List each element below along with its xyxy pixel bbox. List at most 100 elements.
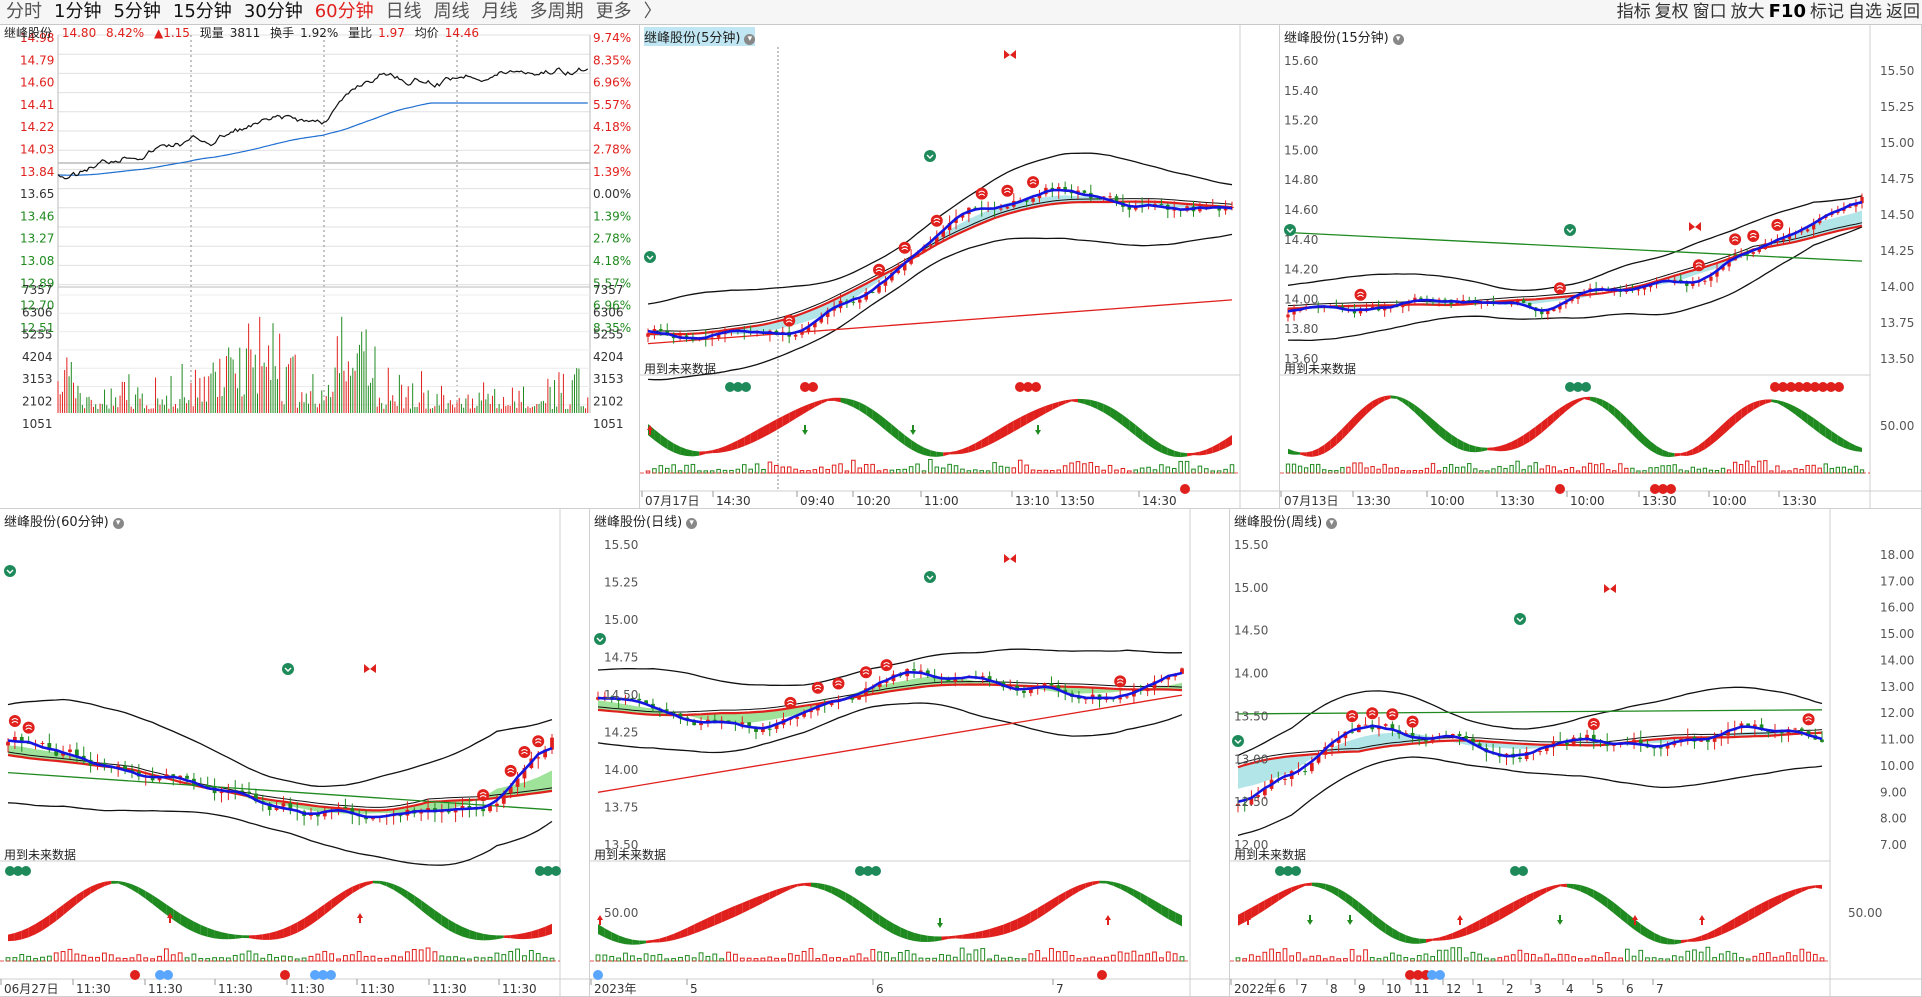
- candle: [1521, 299, 1526, 303]
- volume-bar: [780, 466, 786, 474]
- candle: [1528, 302, 1532, 308]
- oscillator-band: [1553, 408, 1560, 423]
- oscillator-band: [503, 935, 511, 939]
- oscillator-band: [1729, 413, 1736, 430]
- panel-15min[interactable]: 15.60 15.40 15.20 15.00 14.80 14.60 14.40 14.20…: [1280, 25, 1922, 509]
- oscillator-band: [1120, 883, 1128, 893]
- volume-bar: [1364, 467, 1369, 474]
- mark-button[interactable]: 标记: [1810, 2, 1844, 22]
- up-arrow-icon: [597, 915, 603, 925]
- volume-bar: [915, 463, 920, 474]
- tab-5min[interactable]: 5分钟: [113, 1, 161, 22]
- price-tick-label: 12.00: [1234, 838, 1268, 852]
- panel-title-daily[interactable]: 继峰股份(日线) ▾: [594, 511, 698, 530]
- tab-15min[interactable]: 15分钟: [172, 1, 232, 22]
- panel-title-60min[interactable]: 继峰股份(60分钟) ▾: [4, 511, 124, 530]
- settings-gear-icon[interactable]: ▾: [1326, 518, 1338, 529]
- tab-weekly[interactable]: 周线: [433, 1, 470, 22]
- signal-cluster-icon: [1794, 382, 1804, 392]
- oscillator-band: [749, 897, 757, 910]
- oscillator-band: [187, 917, 194, 933]
- watchlist-button[interactable]: 自选: [1848, 2, 1882, 22]
- tab-intraday[interactable]: 分时: [6, 1, 42, 22]
- panel-title-5min[interactable]: 继峰股份(5分钟) ▾: [644, 27, 756, 46]
- candle: [178, 775, 183, 778]
- oscillator-band: [956, 449, 963, 455]
- time-tick-label: 13:30: [1356, 494, 1391, 508]
- adjust-button[interactable]: 复权: [1654, 2, 1689, 22]
- volume-bar: [1569, 466, 1575, 474]
- period-tabs: 分时 1分钟 5分钟 15分钟 30分钟 60分钟 日线 周线 月线 多周期 更…: [0, 0, 668, 24]
- candle: [795, 716, 800, 719]
- tab-multi-period[interactable]: 多周期: [529, 1, 584, 22]
- signal-cluster-icon: [1778, 382, 1788, 392]
- candle: [1753, 724, 1757, 728]
- settings-gear-icon[interactable]: ▾: [112, 518, 124, 529]
- panel-5min[interactable]: 07月17日 14:30 09:40 10:20 11:00 13:10 13:50 14:3…: [640, 25, 1280, 509]
- settings-gear-icon[interactable]: ▾: [1392, 34, 1404, 45]
- candle: [1565, 742, 1569, 745]
- signal-cluster-icon: [1826, 382, 1836, 392]
- intraday-panel[interactable]: 14.98 14.79 14.60 14.41 14.22 14.03 13.84 13.65…: [0, 25, 640, 509]
- oscillator-band: [1305, 882, 1312, 886]
- tab-daily[interactable]: 日线: [385, 1, 422, 22]
- volume-bar: [1630, 467, 1635, 474]
- panel-title-weekly[interactable]: 继峰股份(周线) ▾: [1234, 511, 1338, 530]
- pct-tick-label: 9.74%: [593, 31, 631, 45]
- volume-bar: [1612, 470, 1617, 474]
- volume-bar: [1587, 462, 1593, 474]
- volume-bar: [934, 466, 940, 474]
- back-button[interactable]: 返回: [1886, 2, 1920, 22]
- right-price-tick: 15.50: [1880, 64, 1914, 78]
- oscillator-band: [1789, 403, 1796, 415]
- oscillator-band: [1318, 444, 1325, 456]
- panel-daily[interactable]: 15.50 15.25 15.00 14.75 14.50 14.25 14.00 13.75…: [590, 509, 1230, 997]
- time-tick-label: 10:20: [856, 494, 891, 508]
- window-button[interactable]: 窗口: [1692, 2, 1727, 22]
- candle: [1576, 295, 1580, 299]
- candle: [398, 815, 403, 817]
- oscillator-band: [1318, 882, 1326, 890]
- volume-bar: [1146, 466, 1151, 474]
- tab-60min[interactable]: 60分钟: [314, 1, 374, 22]
- volume-bar: [616, 957, 622, 962]
- panel-60min[interactable]: 06月27日 11:30 11:30 11:30 11:30 11:30 11:30 11:3…: [0, 509, 590, 997]
- f10-button[interactable]: F10: [1768, 1, 1806, 22]
- volume-bar: [896, 469, 901, 474]
- volume-bar: [857, 467, 863, 474]
- oscillator-band: [1348, 416, 1355, 434]
- volume-bar: [870, 463, 875, 474]
- candle: [925, 670, 930, 676]
- time-tick-label: 11:00: [924, 494, 959, 508]
- candle: [1383, 724, 1388, 726]
- settings-gear-icon[interactable]: ▾: [686, 518, 698, 529]
- oscillator-band: [763, 422, 770, 438]
- volume-bar: [1751, 466, 1756, 474]
- oscillator-band: [35, 919, 43, 935]
- oscillator-band: [428, 905, 435, 922]
- tab-monthly[interactable]: 月线: [481, 1, 518, 22]
- tab-30min[interactable]: 30分钟: [243, 1, 303, 22]
- candle: [1005, 206, 1010, 209]
- zoom-button[interactable]: 放大: [1730, 2, 1765, 22]
- candle: [646, 333, 650, 337]
- tab-more[interactable]: 更多: [595, 1, 632, 22]
- volume-bar: [774, 465, 779, 474]
- oscillator-band: [1849, 442, 1856, 452]
- oscillator-band: [1180, 452, 1188, 458]
- oscillator-band: [1238, 911, 1245, 926]
- tab-1min[interactable]: 1分钟: [54, 1, 102, 22]
- volume-bar: [1600, 463, 1605, 474]
- oscillator-band: [496, 935, 504, 940]
- oscillator-band: [1135, 424, 1143, 441]
- settings-gear-icon[interactable]: ▾: [744, 34, 756, 45]
- indicator-button[interactable]: 指标: [1616, 2, 1651, 22]
- more-chevron-icon[interactable]: 〉: [643, 1, 662, 22]
- volume-bar: [301, 957, 307, 962]
- buy-signal-icon-mark: [875, 266, 883, 273]
- panel-title-15min[interactable]: 继峰股份(15分钟) ▾: [1284, 27, 1404, 46]
- panel-weekly[interactable]: 15.50 15.00 14.50 14.00 13.50 13.00 12.50 12.00…: [1230, 509, 1922, 997]
- volume-bar: [733, 953, 738, 962]
- candle: [1860, 196, 1864, 204]
- volume-bar: [1497, 957, 1503, 962]
